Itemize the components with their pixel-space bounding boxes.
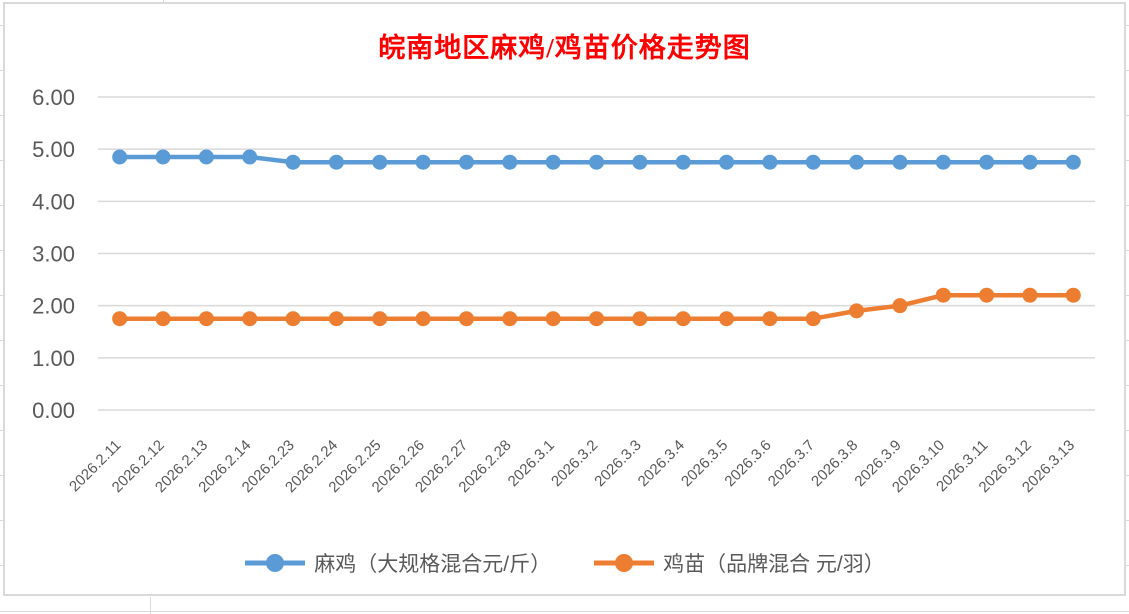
sheet-row-gridline <box>1126 25 1129 26</box>
data-point[interactable] <box>545 311 561 327</box>
sheet-column-gridline <box>150 597 151 614</box>
data-point[interactable] <box>112 149 128 165</box>
data-point[interactable] <box>762 311 778 327</box>
data-point[interactable] <box>849 154 865 170</box>
sheet-column-gridline <box>163 0 164 3</box>
sheet-row-gridline <box>1126 250 1129 251</box>
data-point[interactable] <box>372 154 388 170</box>
sheet-row-gridline <box>0 70 3 71</box>
data-point[interactable] <box>112 311 128 327</box>
data-point[interactable] <box>805 311 821 327</box>
x-tick-label: 2026.3.7 <box>765 437 818 490</box>
data-point[interactable] <box>892 298 908 314</box>
sheet-row-gridline <box>0 295 3 296</box>
x-tick-label: 2026.3.4 <box>635 437 688 490</box>
sheet-row-gridline <box>1126 520 1129 521</box>
y-tick-label: 5.00 <box>32 137 75 162</box>
sheet-row-gridline <box>0 340 3 341</box>
sheet-row-gridline <box>0 160 3 161</box>
data-point[interactable] <box>285 154 301 170</box>
y-tick-label: 2.00 <box>32 294 75 319</box>
data-point[interactable] <box>415 154 431 170</box>
x-tick-label: 2026.3.3 <box>591 437 644 490</box>
data-point[interactable] <box>892 154 908 170</box>
y-tick-label: 0.00 <box>32 398 75 423</box>
sheet-row-gridline <box>0 205 3 206</box>
data-point[interactable] <box>589 311 604 327</box>
sheet-row-gridline <box>1126 565 1129 566</box>
y-tick-label: 4.00 <box>32 189 75 214</box>
x-tick-label: 2026.3.8 <box>808 437 861 490</box>
data-point[interactable] <box>458 154 474 170</box>
sheet-row-gridline <box>1126 430 1129 431</box>
legend-label-series-0: 麻鸡（大规格混合元/斤） <box>314 553 552 576</box>
y-tick-label: 3.00 <box>32 242 75 267</box>
data-point[interactable] <box>632 154 648 170</box>
data-point[interactable] <box>632 311 648 327</box>
sheet-row-gridline <box>0 475 3 476</box>
data-point[interactable] <box>849 303 865 319</box>
data-point[interactable] <box>719 154 735 170</box>
sheet-row-gridline <box>0 385 3 386</box>
data-point[interactable] <box>1022 154 1038 170</box>
sheet-row-gridline <box>0 250 3 251</box>
legend-label-series-1: 鸡苗（品牌混合 元/羽） <box>663 553 885 576</box>
sheet-row-gridline <box>0 115 3 116</box>
data-point[interactable] <box>155 149 171 165</box>
sheet-row-gridline <box>1126 160 1129 161</box>
sheet-row-gridline <box>1126 115 1129 116</box>
x-tick-label: 2026.3.1 <box>505 437 558 490</box>
legend-item-series-1[interactable]: 鸡苗（品牌混合 元/羽） <box>593 548 885 578</box>
sheet-row-gridline <box>1126 340 1129 341</box>
sheet-row-gridline <box>1126 205 1129 206</box>
data-point[interactable] <box>589 154 604 170</box>
sheet-row-gridline <box>0 520 3 521</box>
sheet-row-gridline <box>1126 70 1129 71</box>
sheet-row-gridline <box>1126 295 1129 296</box>
data-point[interactable] <box>458 311 474 327</box>
sheet-row-gridline <box>1126 475 1129 476</box>
y-tick-label: 1.00 <box>32 346 75 371</box>
y-tick-label: 6.00 <box>32 85 75 110</box>
x-tick-label: 2026.3.6 <box>721 437 774 490</box>
legend-item-series-0[interactable]: 麻鸡（大规格混合元/斤） <box>244 548 551 578</box>
data-point[interactable] <box>328 154 344 170</box>
data-point[interactable] <box>935 287 951 303</box>
data-point[interactable] <box>372 311 388 327</box>
sheet-row-gridline <box>0 430 3 431</box>
data-point[interactable] <box>1022 287 1038 303</box>
legend[interactable]: 麻鸡（大规格混合元/斤） 鸡苗（品牌混合 元/羽） <box>0 548 1129 578</box>
sheet-row-gridline <box>1126 385 1129 386</box>
sheet-row-gridline <box>0 565 3 566</box>
data-point[interactable] <box>415 311 431 327</box>
data-point[interactable] <box>935 154 951 170</box>
x-tick-label: 2026.3.5 <box>678 437 731 490</box>
x-tick-label: 2026.3.2 <box>548 437 601 490</box>
data-point[interactable] <box>1065 154 1081 170</box>
chart-title[interactable]: 皖南地区麻鸡/鸡苗价格走势图 <box>378 33 751 63</box>
data-point[interactable] <box>242 149 258 165</box>
legend-marker-line-dot-icon <box>594 554 655 572</box>
data-point[interactable] <box>675 311 691 327</box>
data-point[interactable] <box>502 154 518 170</box>
data-point[interactable] <box>198 311 214 327</box>
data-point[interactable] <box>762 154 778 170</box>
data-point[interactable] <box>979 154 995 170</box>
data-point[interactable] <box>285 311 301 327</box>
legend-marker-line-dot-icon <box>245 554 306 572</box>
sheet-row-gridline <box>0 611 1129 612</box>
data-point[interactable] <box>675 154 691 170</box>
data-point[interactable] <box>719 311 735 327</box>
data-point[interactable] <box>979 287 995 303</box>
data-point[interactable] <box>328 311 344 327</box>
data-point[interactable] <box>1065 287 1081 303</box>
data-point[interactable] <box>155 311 171 327</box>
data-point[interactable] <box>805 154 821 170</box>
data-point[interactable] <box>545 154 561 170</box>
data-point[interactable] <box>198 149 214 165</box>
sheet-row-gridline <box>0 25 3 26</box>
data-point[interactable] <box>502 311 518 327</box>
data-point[interactable] <box>242 311 258 327</box>
